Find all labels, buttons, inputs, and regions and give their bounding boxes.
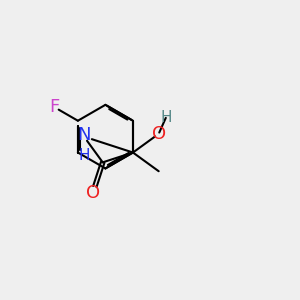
Text: O: O bbox=[152, 125, 166, 143]
Text: F: F bbox=[49, 98, 60, 116]
Text: H: H bbox=[160, 110, 172, 125]
Text: O: O bbox=[86, 184, 100, 202]
Text: N: N bbox=[77, 126, 91, 144]
Text: H: H bbox=[78, 148, 90, 163]
